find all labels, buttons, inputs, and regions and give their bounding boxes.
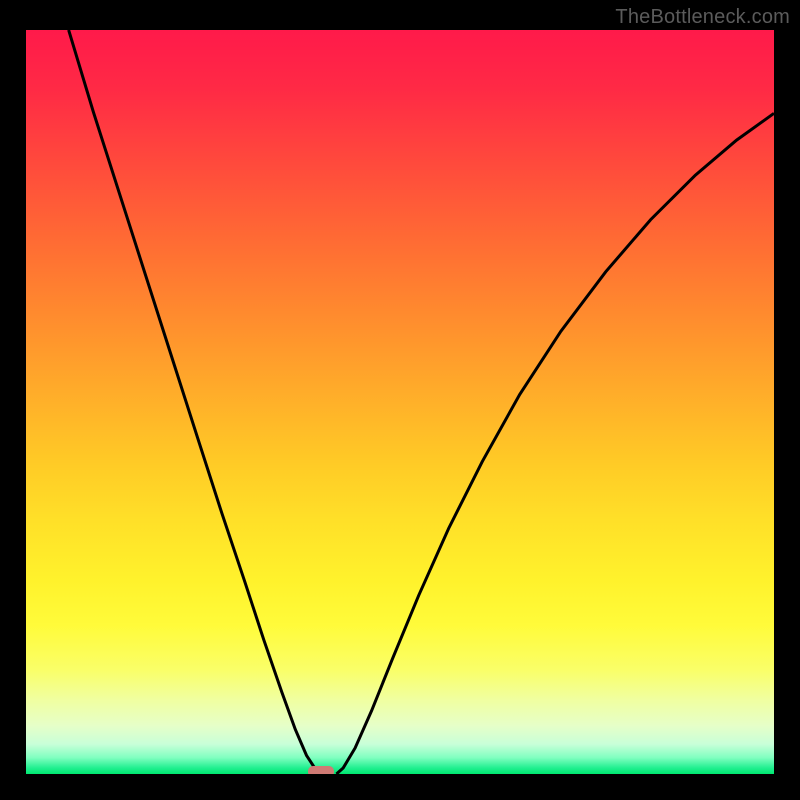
- plot-area: [26, 30, 774, 774]
- bottleneck-curve-path: [69, 30, 774, 774]
- bottom-marker: [308, 766, 334, 775]
- chart-container: TheBottleneck.com: [0, 0, 800, 800]
- curve-svg: [26, 30, 774, 774]
- watermark-text: TheBottleneck.com: [615, 6, 790, 29]
